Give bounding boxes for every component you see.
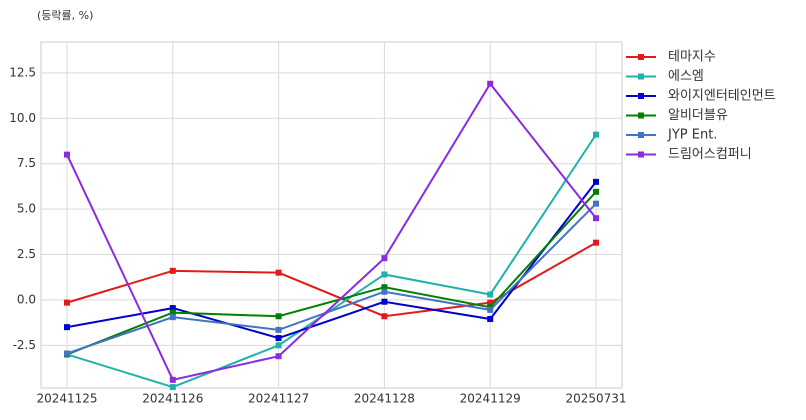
point-marker <box>593 239 599 246</box>
series-line <box>66 202 597 355</box>
x-tick-label: 20241125 <box>36 392 97 406</box>
legend-marker <box>638 73 644 80</box>
point-marker <box>487 299 494 306</box>
point-marker <box>487 291 494 298</box>
point-marker <box>169 309 176 316</box>
y-tick-label: 10.0 <box>9 111 36 125</box>
legend-marker <box>638 112 644 119</box>
y-axis-label: (등락률, %) <box>37 9 93 22</box>
point-marker <box>487 80 494 87</box>
y-tick-label: -2.5 <box>13 338 36 352</box>
series-line <box>66 82 597 381</box>
legend-label: 테마지수 <box>668 50 716 65</box>
y-tick-label: 12.5 <box>9 65 36 79</box>
point-marker <box>593 178 599 185</box>
x-tick-label: 20241127 <box>248 392 309 406</box>
x-tick-label: 20241129 <box>460 392 521 406</box>
point-marker <box>487 306 494 313</box>
series-line <box>66 191 597 356</box>
point-marker <box>275 326 282 333</box>
legend-label: 드림어스컴퍼니 <box>668 147 752 162</box>
point-marker <box>487 315 494 322</box>
point-marker <box>275 335 282 342</box>
point-marker <box>64 350 70 357</box>
y-tick-label: 7.5 <box>17 156 36 170</box>
point-marker <box>275 342 282 349</box>
point-marker <box>381 313 388 320</box>
point-marker <box>169 305 176 312</box>
x-tick-label: 20250731 <box>565 392 626 406</box>
legend-marker <box>638 93 644 99</box>
point-marker <box>169 314 176 321</box>
point-marker <box>381 288 388 295</box>
point-marker <box>381 284 388 291</box>
legend-label: 와이지엔터테인먼트 <box>668 89 776 104</box>
legend-label: 알비더블유 <box>668 108 728 123</box>
legend-label: 에스엠 <box>668 69 704 84</box>
point-marker <box>64 151 70 158</box>
x-tick-label: 20241128 <box>354 392 415 406</box>
point-marker <box>169 384 176 391</box>
point-marker <box>381 271 388 278</box>
point-marker <box>593 131 599 138</box>
point-marker <box>275 269 282 276</box>
point-marker <box>64 324 70 331</box>
point-marker <box>169 267 176 274</box>
y-tick-label: 5.0 <box>17 202 36 216</box>
point-marker <box>593 200 599 207</box>
legend-marker <box>638 54 644 60</box>
y-tick-label: 2.5 <box>17 247 36 261</box>
point-marker <box>381 255 388 262</box>
point-marker <box>593 188 599 195</box>
point-marker <box>169 376 176 383</box>
point-marker <box>381 298 388 305</box>
point-marker <box>64 299 70 306</box>
point-marker <box>593 215 599 222</box>
y-tick-label: 0.0 <box>17 292 36 306</box>
legend-label: JYP Ent. <box>667 128 717 143</box>
x-tick-label: 20241126 <box>142 392 203 406</box>
point-marker <box>275 313 282 320</box>
legend-marker <box>638 151 644 158</box>
series-line <box>66 134 597 389</box>
plot-frame <box>40 41 623 389</box>
legend-marker <box>638 132 644 138</box>
series-line <box>66 181 597 340</box>
point-marker <box>275 353 282 360</box>
